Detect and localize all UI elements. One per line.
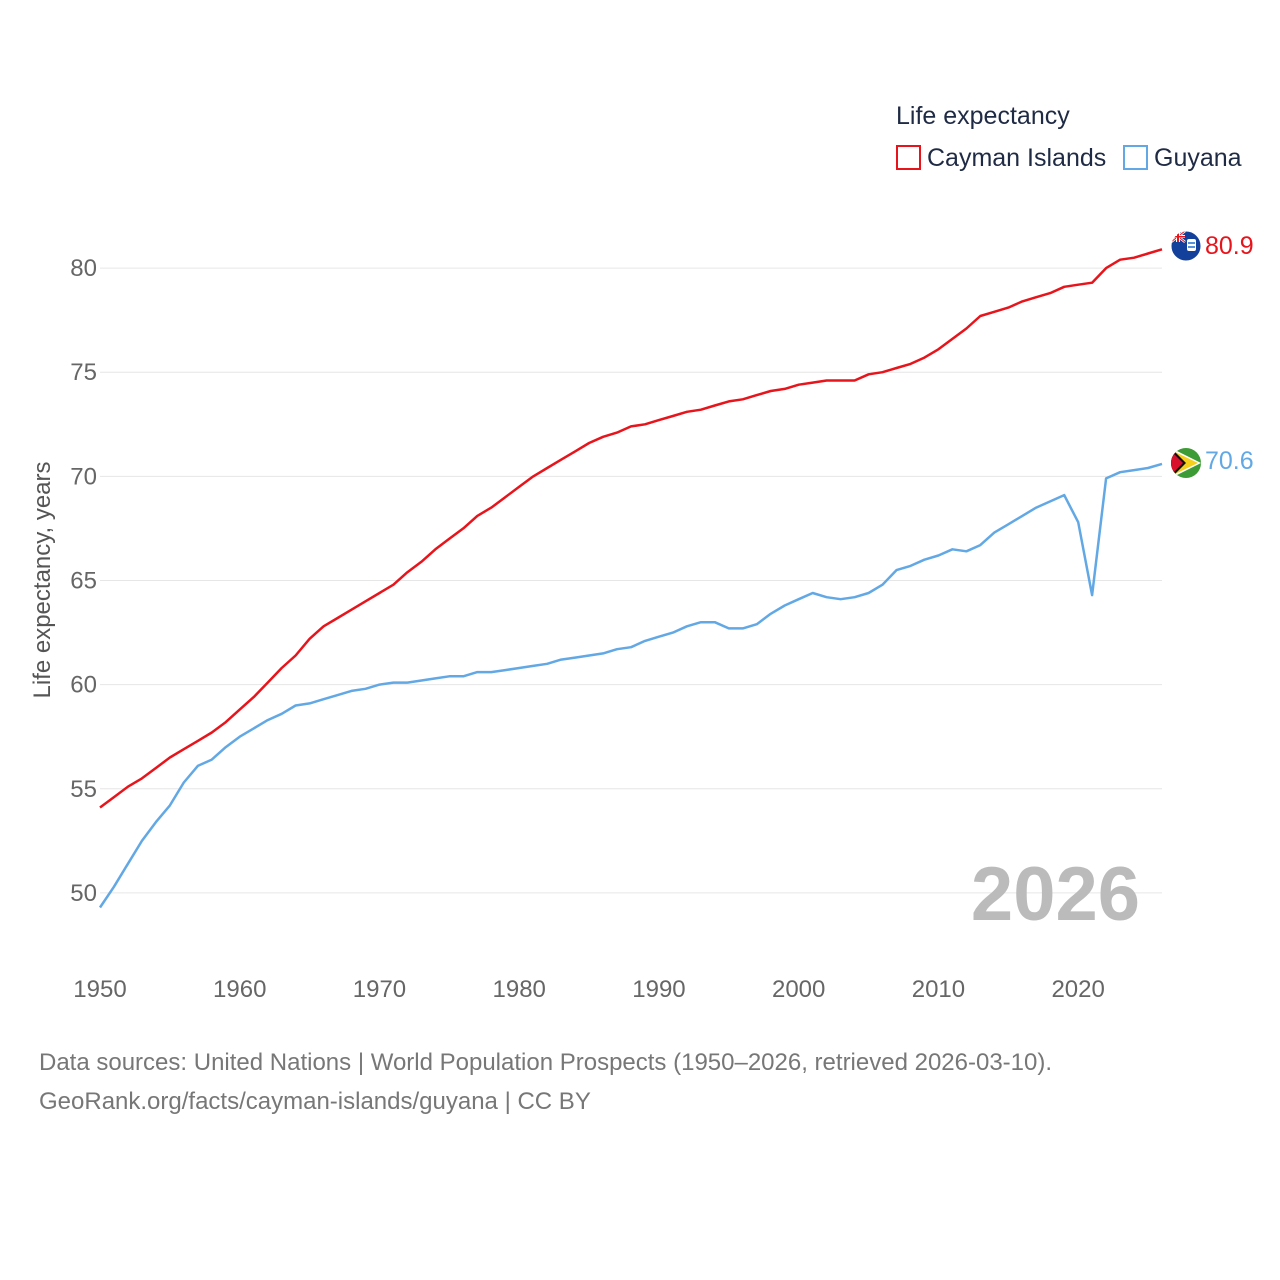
year-watermark: 2026	[971, 852, 1140, 937]
legend-swatch-guyana	[1123, 145, 1148, 170]
x-tick-label: 2020	[1051, 976, 1104, 1003]
line-chart: 50 55 60 65 70 75 80 1950 1960 1970 1980 1990 2000 2…	[29, 102, 1254, 1003]
y-tick-label: 65	[70, 568, 97, 595]
chart-footer: Data sources: United Nations | World Pop…	[39, 1043, 1259, 1121]
legend-label-cayman-islands: Cayman Islands	[927, 144, 1106, 172]
x-tick-label: 1990	[632, 976, 685, 1003]
y-axis-title: Life expectancy, years	[29, 461, 56, 698]
legend-title: Life expectancy	[896, 102, 1070, 130]
x-tick-label: 2010	[912, 976, 965, 1003]
y-tick-label: 75	[70, 359, 97, 386]
x-axis: 1950 1960 1970 1980 1990 2000 2010 2020	[73, 976, 1105, 1003]
y-axis: 50 55 60 65 70 75 80	[70, 255, 97, 907]
x-tick-label: 1970	[353, 976, 406, 1003]
legend-swatch-cayman-islands	[896, 145, 921, 170]
y-tick-label: 55	[70, 776, 97, 803]
guyana-flag-icon	[1171, 448, 1201, 478]
y-tick-label: 70	[70, 463, 97, 490]
data-sources-note: Data sources: United Nations | World Pop…	[39, 1049, 1053, 1076]
end-label-guyana: 70.6	[1205, 447, 1254, 475]
series-line-cayman-islands	[99, 248, 1163, 809]
credit-link[interactable]: GeoRank.org/facts/cayman-islands/guyana …	[39, 1088, 591, 1115]
x-tick-label: 1950	[73, 976, 126, 1003]
series-line-guyana	[98, 462, 1163, 909]
legend: Life expectancy Cayman Islands Guyana	[896, 102, 1242, 172]
legend-label-guyana: Guyana	[1154, 144, 1242, 172]
end-label-cayman-islands: 80.9	[1205, 232, 1254, 260]
x-tick-label: 2000	[772, 976, 825, 1003]
y-tick-label: 60	[70, 672, 97, 699]
legend-item-guyana[interactable]: Guyana	[1123, 144, 1242, 172]
x-tick-label: 1980	[493, 976, 546, 1003]
gridlines	[100, 267, 1162, 894]
x-tick-label: 1960	[213, 976, 266, 1003]
y-tick-label: 80	[70, 255, 97, 282]
legend-item-cayman-islands[interactable]: Cayman Islands	[896, 144, 1106, 172]
y-tick-label: 50	[70, 880, 97, 907]
cayman-islands-flag-icon	[1170, 230, 1202, 262]
